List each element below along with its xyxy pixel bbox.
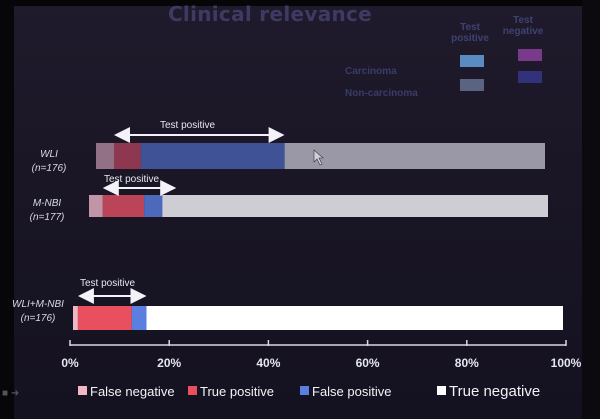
annotation-test-positive-combined: Test positive — [80, 278, 136, 289]
bar-segment-false-positive-1 — [140, 143, 285, 169]
bar-label-mnbi-line1: M-NBI — [32, 198, 62, 209]
bar-segment-true-positive-1 — [114, 143, 141, 169]
slide-nav-icon[interactable]: ■ ➜ — [2, 388, 20, 399]
annotation-test-positive-wli: Test positive — [160, 120, 216, 131]
monitor-bezel-top — [0, 0, 600, 6]
x-tick-label: 60% — [356, 356, 380, 370]
legend-label-false-negative: False negative — [90, 384, 175, 399]
bar-segment-true-negative-1 — [284, 143, 545, 169]
bar-segment-true-negative-2 — [162, 195, 548, 217]
legend-label-true-negative: True negative — [449, 383, 540, 400]
bar-label-wli: WLI (n=176) — [14, 148, 84, 176]
key-header-positive-line1: Test — [460, 22, 480, 33]
key-swatch-carcinoma-negative — [518, 49, 542, 61]
bar-segment-true-positive-3 — [77, 306, 132, 330]
bar-label-combined: WLI+M-NBI (n=176) — [0, 298, 76, 326]
bar-label-mnbi: M-NBI (n=177) — [12, 197, 82, 225]
key-swatch-noncarcinoma-positive — [460, 79, 484, 91]
key-header-negative-line1: Test — [513, 15, 533, 26]
key-header-negative: Test negative — [496, 15, 550, 37]
bar-segment-true-positive-2 — [102, 195, 145, 217]
legend-label-false-positive: False positive — [312, 384, 391, 399]
key-header-negative-line2: negative — [502, 26, 544, 37]
x-tick-label: 20% — [157, 356, 181, 370]
bar-label-combined-line2: (n=176) — [20, 313, 56, 324]
legend-swatch-false-negative — [78, 386, 87, 395]
x-axis: 0% 20% 40% 60% 80% 100% — [61, 340, 582, 370]
legend-swatch-false-positive — [300, 386, 309, 395]
bar-segment-true-negative-3 — [146, 306, 563, 330]
x-tick-label: 100% — [551, 356, 582, 370]
bar-segment-false-negative-3 — [73, 306, 78, 330]
x-tick-label: 80% — [455, 356, 479, 370]
bar-segment-false-positive-2 — [144, 195, 163, 217]
bar-label-combined-line1: WLI+M-NBI — [12, 299, 64, 310]
key-header-positive: Test positive — [448, 22, 492, 44]
key-row-noncarcinoma: Non-carcinoma — [345, 88, 418, 99]
bar-segment-false-positive-3 — [131, 306, 147, 330]
bar-segment-false-negative-1 — [96, 143, 114, 169]
chart-title: Clinical relevance — [167, 2, 373, 26]
bar-label-wli-line2: (n=176) — [31, 163, 67, 174]
key-swatch-noncarcinoma-negative — [518, 71, 542, 83]
x-tick-label: 40% — [256, 356, 280, 370]
legend-label-true-positive: True positive — [200, 384, 274, 399]
key-swatch-carcinoma-positive — [460, 55, 484, 67]
key-row-carcinoma: Carcinoma — [345, 66, 397, 77]
monitor-bezel-left — [0, 0, 14, 419]
bar-segment-false-negative-2 — [89, 195, 103, 217]
monitor-bezel-right — [582, 0, 600, 419]
key-header-positive-line2: positive — [451, 33, 489, 44]
annotation-test-positive-mnbi: Test positive — [104, 174, 160, 185]
annotation-arrows — [77, 127, 285, 304]
bar-label-wli-line1: WLI — [40, 149, 58, 160]
legend-swatch-true-positive — [188, 386, 197, 395]
legend: False negative True positive False positiv… — [78, 383, 540, 400]
bar-label-mnbi-line2: (n=177) — [29, 212, 65, 223]
mouse-cursor-icon — [313, 149, 324, 166]
x-tick-label: 0% — [61, 356, 79, 370]
legend-swatch-true-negative — [437, 386, 446, 395]
bars-group — [73, 143, 563, 330]
